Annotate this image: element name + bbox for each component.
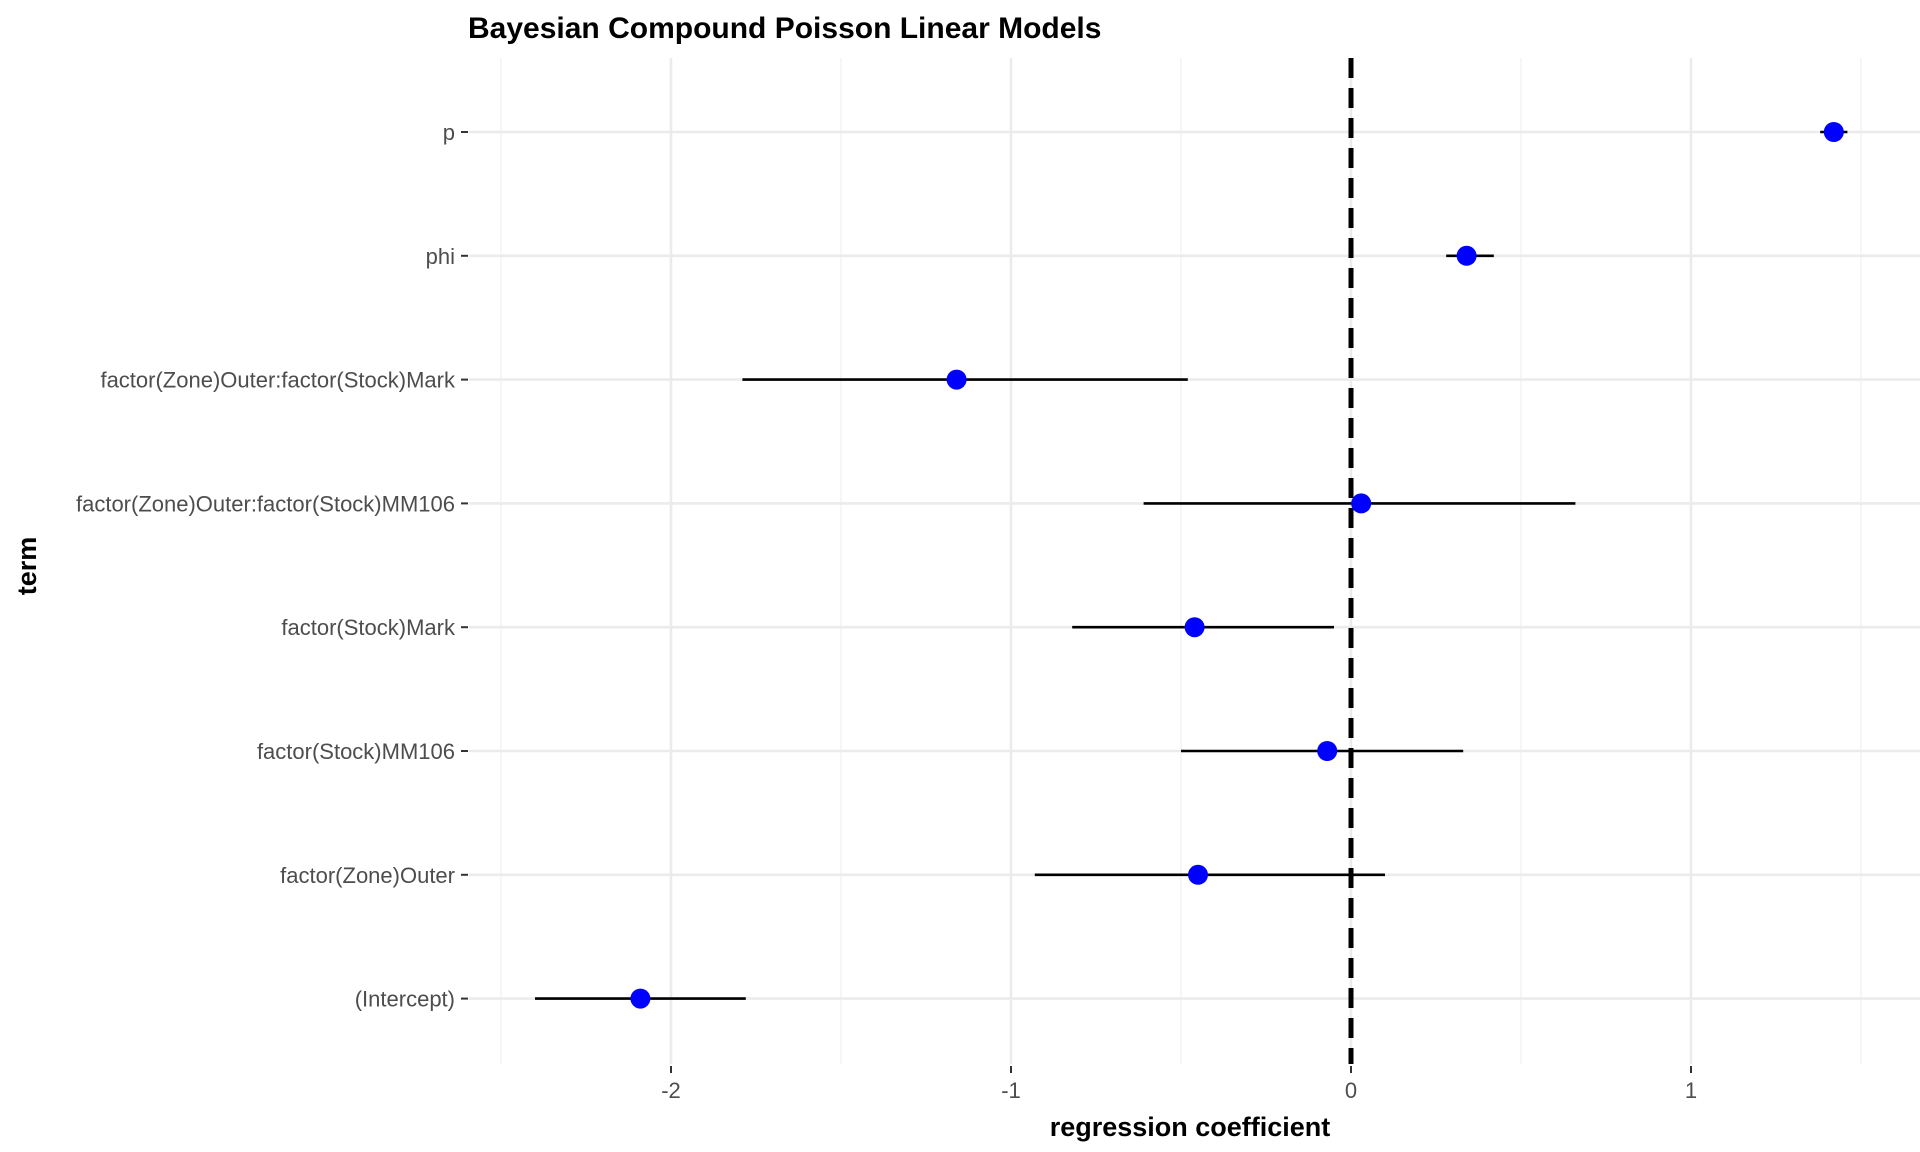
estimate-point (1351, 493, 1372, 514)
estimate-point (1823, 122, 1844, 142)
x-tick-label: -2 (661, 1078, 681, 1103)
estimate-point (946, 369, 967, 390)
x-axis-title: regression coefficient (1050, 1112, 1331, 1142)
grid (469, 58, 1920, 1064)
x-tick-label: 1 (1685, 1078, 1697, 1103)
estimate-point (1188, 864, 1208, 885)
chart-title: Bayesian Compound Poisson Linear Models (468, 12, 1101, 45)
estimate-point (1317, 741, 1338, 761)
y-tick-label: factor(Stock)MM106 (257, 739, 455, 764)
y-axis: p phi factor(Zone)Outer:factor(Stock)Mark f… (76, 120, 468, 1012)
y-tick-label: factor(Zone)Outer (280, 863, 455, 888)
y-tick-label: p (443, 120, 455, 145)
x-tick-label: 0 (1345, 1078, 1357, 1103)
y-tick-label: factor(Stock)Mark (281, 615, 456, 640)
y-tick-label: factor(Zone)Outer:factor(Stock)MM106 (76, 491, 455, 516)
point-layer (630, 122, 1844, 1009)
y-tick-label: phi (426, 244, 455, 269)
y-axis-title: term (12, 537, 42, 596)
estimate-point (1184, 617, 1205, 638)
x-axis: -2 -1 0 1 (661, 1066, 1697, 1103)
y-tick-label: (Intercept) (355, 987, 455, 1012)
y-tick-label: factor(Zone)Outer:factor(Stock)Mark (100, 368, 456, 393)
x-tick-label: -1 (1001, 1078, 1021, 1103)
estimate-point (630, 988, 651, 1009)
estimate-point (1456, 245, 1477, 266)
